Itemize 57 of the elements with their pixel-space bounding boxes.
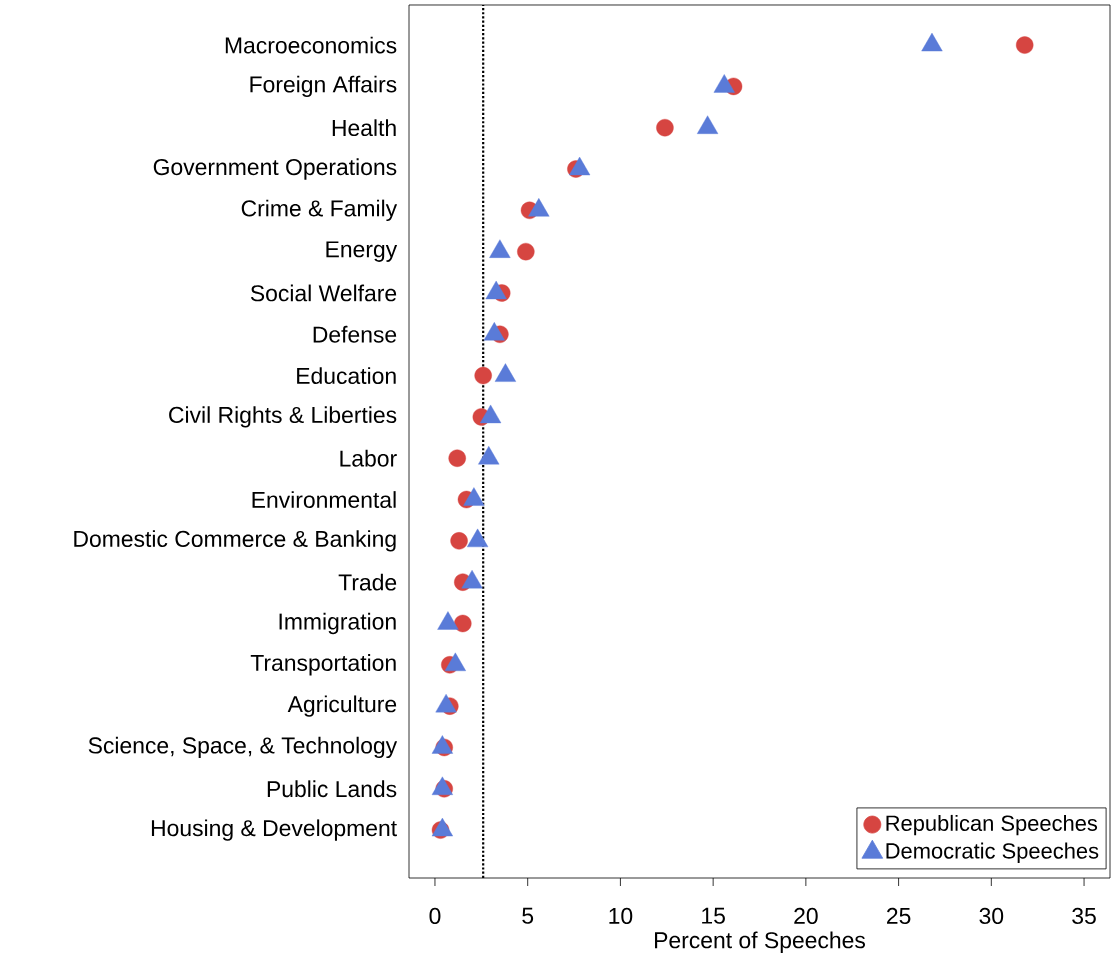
- y-tick-label: Transportation: [250, 654, 396, 676]
- y-tick-label: Government Operations: [153, 158, 397, 180]
- point: [450, 532, 468, 550]
- x-tick-label: 25: [887, 907, 911, 925]
- legend-label: Republican Speeches: [886, 814, 1098, 836]
- y-tick-label: Labor: [340, 449, 397, 467]
- point: [483, 322, 505, 341]
- point: [478, 446, 500, 465]
- point: [461, 569, 483, 589]
- point: [431, 735, 453, 754]
- point: [435, 693, 457, 713]
- y-tick-label: Macroeconomics: [225, 36, 397, 54]
- point: [569, 156, 591, 176]
- y-tick-label: Defense: [313, 325, 397, 343]
- x-tick-label: 10: [609, 907, 633, 925]
- y-tick-label: Agriculture: [287, 695, 397, 717]
- x-tick-label: 0: [429, 907, 441, 925]
- y-tick-label: Domestic Commerce & Banking: [74, 530, 396, 552]
- point: [467, 528, 489, 548]
- point: [485, 280, 507, 300]
- x-tick-label: 5: [522, 907, 534, 924]
- point: [489, 239, 511, 258]
- y-tick-label: Crime & Family: [241, 199, 398, 222]
- y-tick-label: Education: [297, 367, 396, 384]
- y-tick-label: Health: [332, 119, 396, 137]
- legend-label: Democratic Speeches: [886, 842, 1099, 863]
- y-tick-label: Public Lands: [267, 780, 397, 798]
- point: [463, 487, 485, 506]
- y-tick-label: Environmental: [252, 491, 396, 508]
- y-tick-label: Science, Space, & Technology: [88, 736, 398, 759]
- x-tick-label: 30: [979, 907, 1004, 925]
- point: [494, 363, 517, 382]
- x-axis-title: Percent of Speeches: [655, 931, 865, 953]
- point: [696, 115, 719, 134]
- y-tick-label: Foreign Affairs: [250, 75, 397, 98]
- point: [656, 119, 674, 137]
- point: [713, 74, 735, 93]
- point: [517, 242, 535, 261]
- y-tick-label: Social Welfare: [250, 284, 397, 302]
- point: [1016, 36, 1034, 54]
- point: [480, 404, 502, 424]
- y-tick-label: Energy: [326, 241, 398, 262]
- point: [444, 652, 466, 672]
- point: [528, 198, 550, 217]
- y-tick-label: Civil Rights & Liberties: [169, 406, 397, 428]
- y-tick-label: Immigration: [279, 612, 396, 635]
- x-tick-label: 15: [702, 907, 725, 924]
- x-tick-label: 20: [794, 907, 818, 925]
- point: [437, 611, 459, 630]
- x-tick-label: 35: [1072, 907, 1096, 925]
- point: [474, 366, 492, 385]
- point: [454, 614, 472, 633]
- point: [921, 32, 943, 52]
- point: [448, 449, 466, 467]
- y-tick-label: Trade: [338, 573, 397, 591]
- point: [431, 776, 453, 795]
- y-tick-label: Housing & Development: [151, 819, 397, 841]
